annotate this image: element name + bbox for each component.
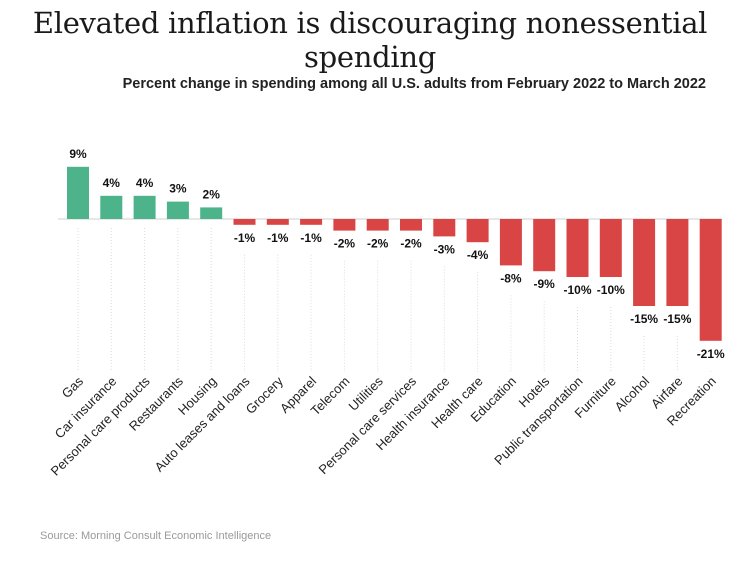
bar-health-insurance [433,219,456,237]
data-label: 4% [103,176,121,190]
data-label: -10% [597,283,625,297]
chart-title: Elevated inflation is discouraging nones… [32,6,708,74]
data-label: 4% [136,176,154,190]
bar-apparel [300,219,323,225]
data-label: -1% [300,231,322,245]
data-label: -15% [663,312,691,326]
chart-subtitle: Percent change in spending among all U.S… [122,76,706,92]
category-label: Alcohol [611,373,652,414]
category-label: Gas [59,373,87,401]
bar-furniture [599,219,622,277]
bar-car-insurance [100,195,123,219]
data-label: -2% [334,237,356,251]
data-label: 3% [169,182,187,196]
bar-public-transportation [566,219,589,277]
category-label: Grocery [243,373,287,417]
bar-airfare [666,219,689,306]
bar-gas [67,166,89,219]
data-label: -4% [467,248,489,262]
bar-auto-leases-and-loans [233,219,256,225]
bar-personal-care-products [133,195,156,219]
bar-personal-care-services [400,219,422,231]
data-label: -2% [400,237,422,251]
bar-health-care [466,219,489,243]
data-label: -9% [534,277,556,291]
bar-grocery [266,219,289,225]
bar-utilities [366,219,389,231]
data-label: -2% [367,237,389,251]
data-label: -1% [234,231,256,245]
data-label: -1% [267,231,289,245]
bar-hotels [533,219,556,272]
data-label: -10% [563,283,591,297]
bar-recreation [699,219,722,341]
bar-housing [200,207,223,219]
data-label: 2% [203,187,221,201]
bar-alcohol [633,219,656,306]
data-label: -21% [697,347,725,361]
data-label: -3% [434,242,456,256]
bar-education [499,219,522,266]
bar-restaurants [166,201,189,219]
data-label: -8% [500,271,522,285]
source-note: Source: Morning Consult Economic Intelli… [40,530,272,542]
data-label: -15% [630,312,658,326]
data-label: 9% [69,147,87,161]
bar-telecom [333,219,356,231]
